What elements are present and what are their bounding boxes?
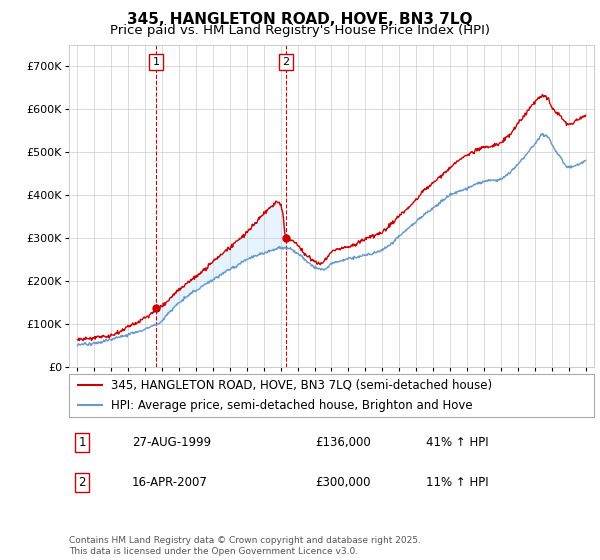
Text: £136,000: £136,000 xyxy=(316,436,371,449)
Text: HPI: Average price, semi-detached house, Brighton and Hove: HPI: Average price, semi-detached house,… xyxy=(111,399,473,412)
Text: 1: 1 xyxy=(153,57,160,67)
Text: 345, HANGLETON ROAD, HOVE, BN3 7LQ: 345, HANGLETON ROAD, HOVE, BN3 7LQ xyxy=(127,12,473,27)
Text: 345, HANGLETON ROAD, HOVE, BN3 7LQ (semi-detached house): 345, HANGLETON ROAD, HOVE, BN3 7LQ (semi… xyxy=(111,379,492,392)
Text: 2: 2 xyxy=(79,476,86,489)
Text: 16-APR-2007: 16-APR-2007 xyxy=(132,476,208,489)
Text: 2: 2 xyxy=(282,57,289,67)
Text: Contains HM Land Registry data © Crown copyright and database right 2025.
This d: Contains HM Land Registry data © Crown c… xyxy=(69,536,421,556)
Text: 41% ↑ HPI: 41% ↑ HPI xyxy=(426,436,488,449)
Text: 1: 1 xyxy=(79,436,86,449)
Text: 27-AUG-1999: 27-AUG-1999 xyxy=(132,436,211,449)
Text: £300,000: £300,000 xyxy=(316,476,371,489)
Text: Price paid vs. HM Land Registry's House Price Index (HPI): Price paid vs. HM Land Registry's House … xyxy=(110,24,490,36)
Text: 11% ↑ HPI: 11% ↑ HPI xyxy=(426,476,488,489)
